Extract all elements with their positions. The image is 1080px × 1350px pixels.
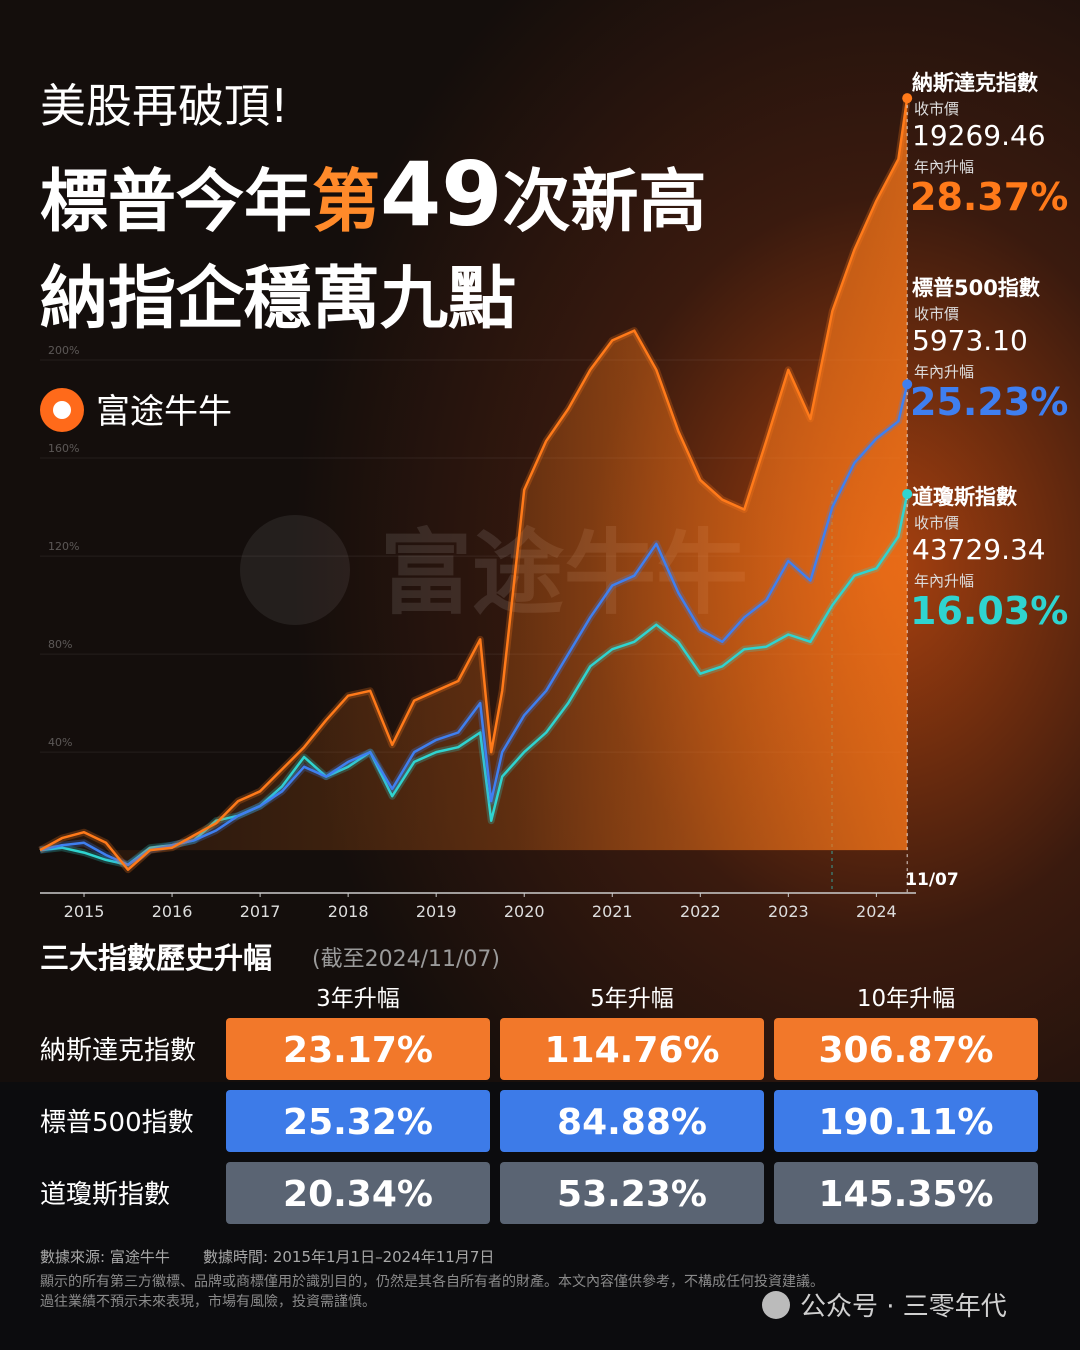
chart: 40% 80% 120% 160% 200% 2015 2016 2017 2018 2019 20… — [38, 93, 959, 921]
cell — [500, 1162, 764, 1224]
watermark-logo — [240, 515, 350, 625]
x-tick-label: 2015 — [64, 902, 105, 921]
table-title: 三大指數歷史升幅 — [40, 941, 272, 975]
panel-name: 道瓊斯指數 — [912, 485, 1017, 509]
panel-ytd: 25.23% — [910, 380, 1068, 424]
panel-ytd-label: 年內升幅 — [914, 158, 974, 176]
cell-value: 23.17% — [283, 1030, 433, 1071]
x-tick-label: 2024 — [856, 902, 897, 921]
panel-close: 19269.46 — [912, 119, 1046, 152]
disclaimer: 顯示的所有第三方徽標、品牌或商標僅用於識別目的，仍然是其各自所有者的財產。本文內… — [40, 1273, 824, 1290]
x-tick-label: 2017 — [240, 902, 281, 921]
cell-value: 145.35% — [819, 1174, 994, 1215]
y-tick-label: 200% — [48, 344, 79, 357]
panel-ytd-label: 年內升幅 — [914, 363, 974, 381]
cell-value: 25.32% — [283, 1102, 433, 1143]
disclaimer: 過往業績不預示未來表現，市場有風險，投資需謹慎。 — [40, 1293, 376, 1310]
y-tick-label: 80% — [48, 638, 72, 651]
cell — [774, 1018, 1038, 1080]
cell — [226, 1018, 490, 1080]
x-tick-label: 2019 — [416, 902, 457, 921]
title-line1: 美股再破頂! — [40, 79, 288, 133]
area-fill — [40, 98, 908, 870]
period: 數據時間: 2015年1月1日–2024年11月7日 — [203, 1248, 494, 1266]
cell — [226, 1090, 490, 1152]
cell-value: 114.76% — [545, 1030, 720, 1071]
column-header: 5年升幅 — [590, 986, 674, 1012]
account: 公众号 · 三零年代 — [800, 1292, 1007, 1322]
cell-value: 190.11% — [819, 1102, 994, 1143]
index-panels: 納斯達克指數收市價19269.46年內升幅28.37%標普500指數收市價597… — [910, 71, 1068, 633]
cell-value: 20.34% — [283, 1174, 433, 1215]
column-header: 3年升幅 — [316, 986, 400, 1012]
brand-logo-inner — [53, 401, 71, 419]
title-line2: 標普今年第49次新高 — [40, 143, 707, 246]
x-tick-label: 2021 — [592, 902, 633, 921]
series-line — [39, 384, 909, 867]
panel-ytd-label: 年內升幅 — [914, 572, 974, 590]
title-part: 49 — [380, 143, 502, 246]
cell-value: 306.87% — [819, 1030, 994, 1071]
brand: 富途牛牛 — [96, 392, 232, 432]
end-dot — [902, 93, 913, 104]
cell-value: 84.88% — [557, 1102, 707, 1143]
cell — [774, 1090, 1038, 1152]
panel-close: 5973.10 — [912, 324, 1028, 357]
title-part: 標普今年 — [40, 163, 312, 242]
cell-value: 53.23% — [557, 1174, 707, 1215]
series-line — [39, 98, 909, 871]
row-label: 納斯達克指數 — [40, 1036, 196, 1066]
panel-ytd: 28.37% — [910, 175, 1068, 219]
panel-name: 納斯達克指數 — [912, 71, 1038, 95]
x-tick-label: 2020 — [504, 902, 545, 921]
wechat-icon — [762, 1291, 790, 1319]
y-tick-label: 120% — [48, 540, 79, 553]
row-label: 道瓊斯指數 — [40, 1180, 170, 1210]
title-line3: 納指企穩萬九點 — [40, 260, 516, 339]
panel-close-label: 收市價 — [914, 514, 959, 532]
cell — [500, 1090, 764, 1152]
x-tick-label: 2023 — [768, 902, 809, 921]
cell — [774, 1162, 1038, 1224]
table-note: (截至2024/11/07) — [312, 947, 500, 972]
panel-close: 43729.34 — [912, 533, 1046, 566]
panel-close-label: 收市價 — [914, 100, 959, 118]
end-dot — [902, 488, 913, 499]
cell — [226, 1162, 490, 1224]
end-label: 11/07 — [905, 870, 959, 890]
row-label: 標普500指數 — [40, 1108, 194, 1138]
x-tick-label: 2018 — [328, 902, 369, 921]
x-tick-label: 2016 — [152, 902, 193, 921]
panel-close-label: 收市價 — [914, 305, 959, 323]
end-dot — [902, 379, 913, 390]
y-tick-label: 40% — [48, 736, 72, 749]
column-header: 10年升幅 — [857, 986, 955, 1012]
table: 三大指數歷史升幅 (截至2024/11/07) 3年升幅 5年升幅 10年升幅納斯達… — [40, 941, 1038, 1224]
y-tick-label: 160% — [48, 442, 79, 455]
panel-ytd: 16.03% — [910, 589, 1068, 633]
source: 數據來源: 富途牛牛 — [40, 1248, 170, 1266]
x-tick-label: 2022 — [680, 902, 721, 921]
title-part: 次新高 — [503, 163, 707, 242]
cell — [500, 1018, 764, 1080]
panel-name: 標普500指數 — [912, 276, 1040, 300]
title-part: 第 — [312, 163, 380, 242]
